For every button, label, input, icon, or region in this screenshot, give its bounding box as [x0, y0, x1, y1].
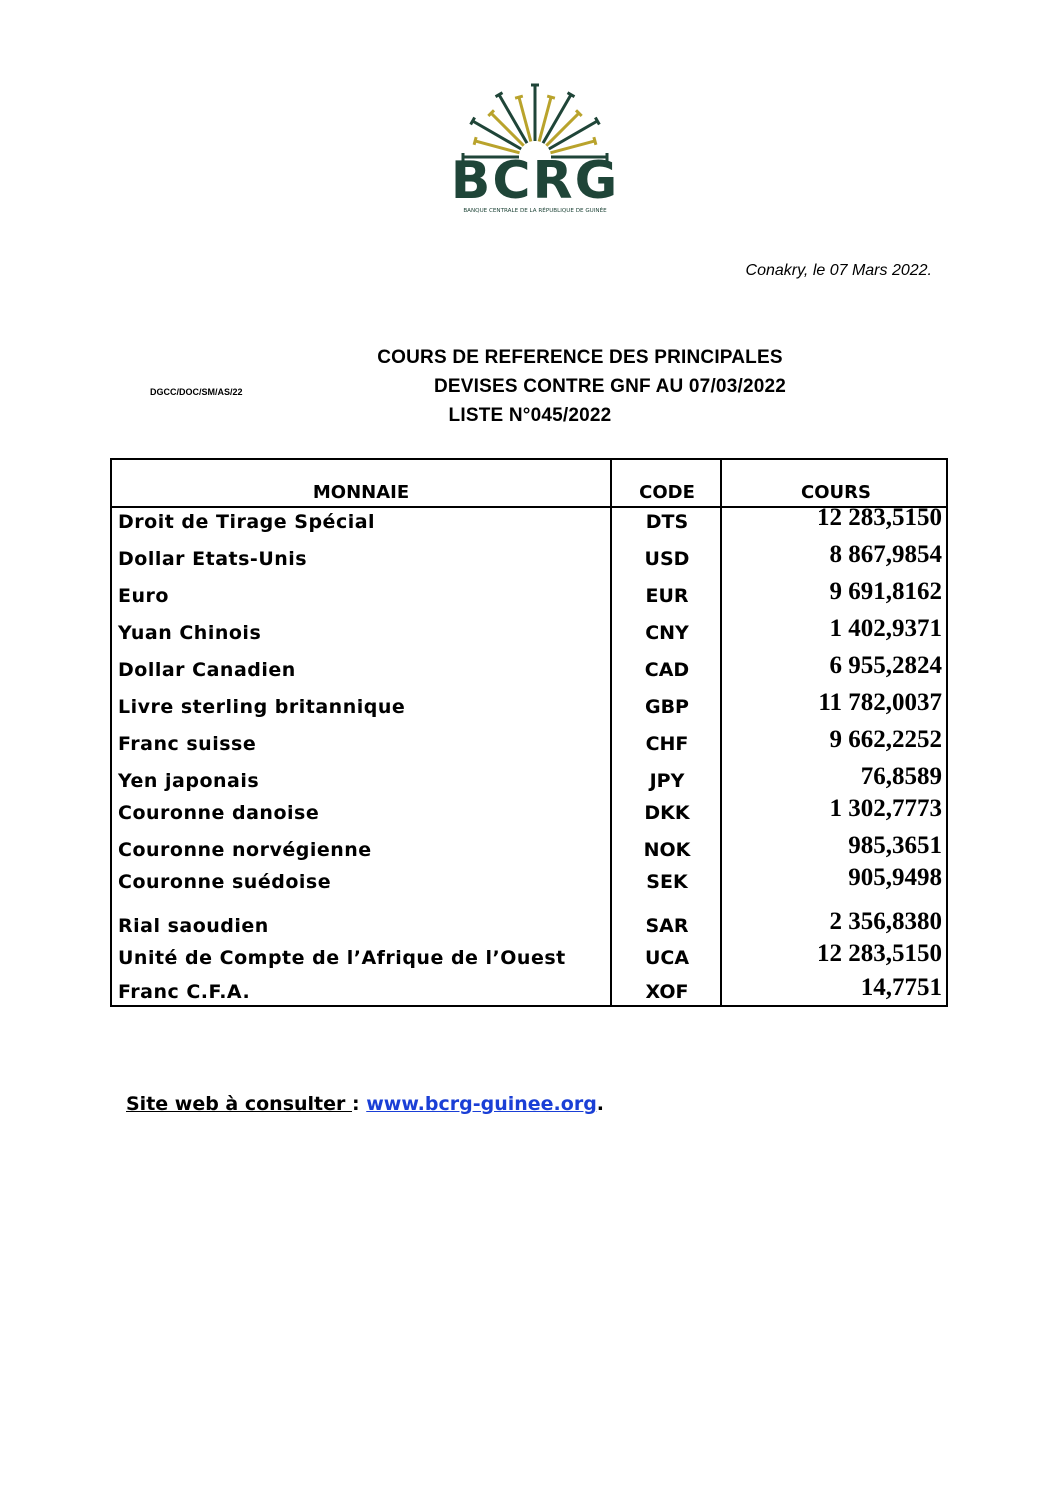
website-label: Site web à consulter — [126, 1093, 353, 1115]
currency-code: XOF — [645, 981, 689, 1003]
exchange-rate: 9 691,8162 — [829, 578, 943, 605]
separator: : — [352, 1093, 367, 1115]
logo-ray — [497, 93, 529, 144]
sunburst-icon — [461, 83, 609, 161]
logo-ray-cap — [494, 91, 504, 98]
logo-ray-cap — [472, 136, 478, 146]
logo-ray-cap — [487, 109, 496, 118]
currency-name: Yen japonais — [118, 770, 260, 792]
currency-name: Dollar Canadien — [118, 659, 296, 681]
svg-text:BANQUE CENTRALE DE LA RÉPUBLIQ: BANQUE CENTRALE DE LA RÉPUBLIQUE DE GUIN… — [463, 206, 607, 214]
logo-ray — [548, 119, 599, 151]
currency-code: DTS — [645, 511, 689, 533]
reference-number: DGCC/DOC/SM/AS/22 — [150, 387, 243, 397]
currency-code: CNY — [645, 622, 689, 644]
currency-name: Couronne danoise — [118, 802, 320, 824]
logo-ray-cap — [546, 94, 556, 100]
currency-code: SAR — [645, 915, 689, 937]
logo-ray — [550, 139, 596, 155]
date-line: Conakry, le 07 Mars 2022. — [745, 262, 932, 279]
currency-name: Couronne norvégienne — [118, 839, 372, 861]
exchange-rate: 9 662,2252 — [829, 726, 943, 753]
title-line-2: DEVISES CONTRE GNF AU 07/03/2022 — [433, 376, 787, 397]
currency-name: Couronne suédoise — [118, 871, 332, 893]
currency-name: Euro — [118, 585, 169, 607]
logo-ray-cap — [514, 94, 524, 100]
exchange-rate: 12 283,5150 — [817, 940, 942, 967]
logo-ray-cap — [592, 136, 598, 146]
currency-name: Unité de Compte de l’Afrique de l’Ouest — [118, 947, 566, 969]
exchange-rate: 2 356,8380 — [829, 908, 943, 935]
currency-name: Yuan Chinois — [118, 622, 262, 644]
header-cours: COURS — [801, 482, 871, 503]
period: . — [596, 1093, 605, 1115]
currency-code: CHF — [645, 733, 689, 755]
logo-ray — [474, 139, 520, 155]
exchange-rate: 11 782,0037 — [818, 689, 942, 716]
header-monnaie: MONNAIE — [312, 482, 410, 503]
currency-code: UCA — [644, 947, 690, 969]
currency-name: Livre sterling britannique — [118, 696, 406, 718]
currency-code: EUR — [645, 585, 689, 607]
website-link[interactable]: www.bcrg-guinee.org — [366, 1093, 597, 1115]
exchange-rate: 14,7751 — [860, 974, 942, 1001]
exchange-rate-table: MONNAIE CODE COURS Droit de Tirage Spéci… — [110, 458, 948, 1007]
exchange-rate: 12 283,5150 — [817, 504, 942, 531]
bcrg-logo: BCRG BANQUE CENTRALE DE LA RÉPUBLIQUE DE… — [451, 83, 620, 214]
logo-ray — [471, 119, 522, 151]
column-divider — [610, 460, 612, 1005]
logo-ray-cap — [566, 91, 576, 98]
logo-ray-cap — [469, 116, 476, 126]
title-line-3: LISTE N°045/2022 — [448, 405, 612, 426]
logo-ray — [541, 93, 573, 144]
exchange-rate: 8 867,9854 — [829, 541, 943, 568]
exchange-rate: 905,9498 — [848, 864, 942, 891]
logo-ray-cap — [574, 109, 583, 118]
header-divider — [112, 506, 946, 508]
currency-name: Dollar Etats-Unis — [118, 548, 308, 570]
svg-text:BCRG: BCRG — [451, 151, 620, 211]
header-code: CODE — [639, 482, 695, 503]
exchange-rate: 1 302,7773 — [829, 795, 943, 822]
currency-code: JPY — [649, 770, 685, 792]
website-line: Site web à consulter : www.bcrg-guinee.o… — [126, 1093, 604, 1115]
logo-ray-cap — [594, 116, 601, 126]
currency-code: NOK — [643, 839, 691, 861]
exchange-rate: 1 402,9371 — [829, 615, 943, 642]
title-line-1: COURS DE REFERENCE DES PRINCIPALES — [377, 347, 783, 368]
currency-code: SEK — [646, 871, 688, 893]
currency-code: CAD — [644, 659, 690, 681]
currency-code: DKK — [644, 802, 690, 824]
exchange-rate: 76,8589 — [860, 763, 942, 790]
logo-ray — [537, 96, 553, 142]
exchange-rate: 6 955,2824 — [829, 652, 943, 679]
currency-name: Rial saoudien — [118, 915, 269, 937]
currency-name: Franc C.F.A. — [118, 981, 251, 1003]
currency-code: USD — [644, 548, 690, 570]
logo-ray — [517, 96, 533, 142]
currency-name: Franc suisse — [118, 733, 257, 755]
currency-code: GBP — [644, 696, 689, 718]
column-divider — [720, 460, 722, 1005]
currency-name: Droit de Tirage Spécial — [118, 511, 376, 533]
logo-ray — [490, 112, 525, 147]
exchange-rate: 985,3651 — [848, 832, 942, 859]
logo-ray — [545, 112, 580, 147]
